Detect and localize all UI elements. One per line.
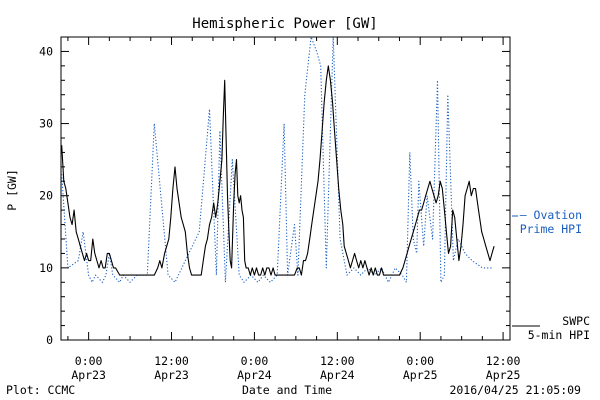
x-tick-label-date: Apr24 xyxy=(237,368,272,382)
y-tick-label: 30 xyxy=(39,117,53,131)
legend-ovation-line1: – Ovation xyxy=(520,208,582,222)
plot-frame xyxy=(60,36,511,341)
y-tick-label: 40 xyxy=(39,44,53,58)
x-tick-label-date: Apr23 xyxy=(154,368,189,382)
y-tick-label: 20 xyxy=(39,189,53,203)
x-tick-label-date: Apr25 xyxy=(486,368,521,382)
x-tick-label-time: 12:00 xyxy=(486,354,521,368)
x-tick-label-time: 0:00 xyxy=(406,354,434,368)
x-tick-label-time: 12:00 xyxy=(320,354,355,368)
x-tick-label-time: 12:00 xyxy=(154,354,189,368)
y-axis-label: P [GW] xyxy=(5,169,19,211)
series-ovation-prime-line xyxy=(61,37,493,283)
legend-ovation-line2: Prime HPI xyxy=(520,222,582,236)
footer-left: Plot: CCMC xyxy=(6,383,75,397)
y-tick-label: 10 xyxy=(39,261,53,275)
y-axis: 0 10 20 30 40 xyxy=(39,44,510,347)
legend-swpc-line2: 5-min HPI xyxy=(528,328,590,342)
x-tick-label-date: Apr24 xyxy=(320,368,355,382)
legend-swpc-line1: SWPC xyxy=(562,314,590,328)
x-axis-label: Date and Time xyxy=(242,383,332,397)
x-tick-label-date: Apr25 xyxy=(403,368,438,382)
x-tick-label-time: 0:00 xyxy=(75,354,103,368)
chart-title: Hemispheric Power [GW] xyxy=(192,16,377,32)
x-tick-label-time: 0:00 xyxy=(241,354,269,368)
x-axis: 0:00Apr2312:00Apr230:00Apr2412:00Apr240:… xyxy=(67,37,521,382)
series-swpc-line xyxy=(61,65,495,276)
series-layer xyxy=(61,37,495,283)
x-tick-label-date: Apr23 xyxy=(71,368,106,382)
footer-timestamp: 2016/04/25 21:05:09 xyxy=(449,383,581,397)
y-tick-label: 0 xyxy=(46,333,53,347)
legend: – Ovation Prime HPI SWPC 5-min HPI xyxy=(512,208,590,342)
